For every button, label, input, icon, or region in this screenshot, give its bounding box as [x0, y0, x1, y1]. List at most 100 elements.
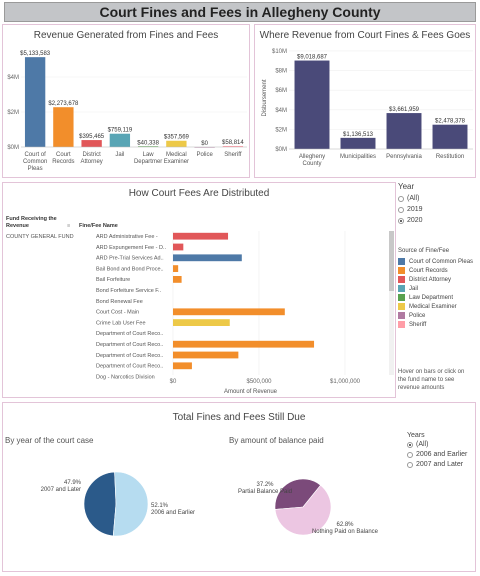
- legend-item[interactable]: District Attorney: [398, 276, 451, 283]
- legend-swatch: [398, 312, 405, 319]
- radio-dot-selected: [407, 441, 413, 448]
- value-label: $58,814: [222, 140, 244, 146]
- revenue-generated-title: Revenue Generated from Fines and Fees: [33, 30, 219, 41]
- category-label: Pennsylvania: [386, 154, 422, 160]
- legend-label: Court Records: [409, 267, 448, 274]
- bar-3: [109, 133, 131, 147]
- year-option-2019[interactable]: 2019: [398, 206, 423, 213]
- revenue-destination-chart[interactable]: $0M $2M $4M $6M $8M $10M Disbursement $9,018,68…: [255, 25, 475, 177]
- bar-1: [53, 107, 74, 147]
- value-label: $1,136,513: [343, 132, 374, 138]
- years-option-2007-later[interactable]: 2007 and Later: [407, 461, 463, 468]
- bar-2: [386, 113, 422, 149]
- value-label: $357,569: [164, 135, 190, 141]
- year-option-2020[interactable]: 2020: [398, 217, 423, 224]
- radio-dot: [398, 206, 404, 213]
- value-label: $40,338: [137, 140, 159, 146]
- category-label: County: [302, 161, 321, 167]
- hover-note: Hover on bars or click on the fund name …: [398, 369, 465, 391]
- fee-bar-12: [173, 362, 192, 370]
- category-label: Allegheny: [299, 154, 325, 160]
- fee-bar-11: [173, 351, 239, 359]
- category-label: Departmer: [134, 159, 162, 165]
- fees-distributed-panel: How Court Fees Are Distributed Fund Rece…: [2, 182, 396, 398]
- pie-slice-0: [83, 471, 117, 537]
- fee-bar-3: [173, 265, 179, 272]
- fee-bar-7: [173, 308, 285, 316]
- category-label: Common: [23, 159, 47, 165]
- legend-item[interactable]: Court of Common Pleas: [398, 258, 473, 265]
- category-label: Records: [52, 159, 74, 165]
- legend-item[interactable]: Jail: [398, 285, 418, 292]
- category-label: Medical: [166, 152, 187, 158]
- y-tick-label: $8M: [275, 69, 287, 75]
- radio-dot: [407, 461, 413, 468]
- category-label: Attorney: [80, 159, 102, 165]
- dashboard-title-bar: Court Fines and Fees in Allegheny County: [4, 2, 476, 22]
- years-option-2006-earlier[interactable]: 2006 and Earlier: [407, 451, 467, 458]
- year-option-all[interactable]: (All): [398, 195, 419, 202]
- y-tick-label: $6M: [275, 88, 287, 94]
- bar-6: [194, 147, 215, 148]
- slice-percent: 62.8%: [336, 522, 354, 528]
- scrollbar-thumb: [389, 231, 394, 291]
- bar-0: [24, 57, 46, 148]
- y-tick-label: $2M: [7, 110, 19, 116]
- slice-percent: 52.1%: [151, 503, 169, 509]
- legend-label: Court of Common Pleas: [409, 258, 474, 265]
- legend-swatch: [398, 267, 405, 274]
- value-label: $2,273,678: [48, 101, 79, 107]
- legend-swatch: [398, 294, 405, 301]
- years-option-all[interactable]: (All): [407, 441, 428, 448]
- due-by-year-title: By year of the court case: [5, 436, 94, 445]
- value-label: $759,119: [108, 128, 133, 134]
- still-due-charts[interactable]: 47.9%2007 and Later 52.1%2006 and Earlier…: [3, 403, 403, 571]
- legend-label: Jail: [409, 285, 419, 292]
- value-label: $5,133,583: [20, 51, 51, 57]
- fee-bar-0: [173, 232, 229, 240]
- bar-2: [81, 140, 102, 147]
- category-label: Court of: [24, 152, 46, 158]
- fee-name: Bond Renewal Fee: [96, 299, 143, 305]
- slice-name: 2007 and Later: [41, 487, 81, 493]
- legend-label: Police: [409, 312, 426, 319]
- category-label: Law: [143, 152, 155, 158]
- category-label: Examiner: [164, 159, 189, 165]
- x-tick-label: $1,000,000: [330, 379, 361, 385]
- fee-name: Crime Lab User Fee: [96, 320, 146, 326]
- revenue-destination-panel: Where Revenue from Court Fines & Fees Go…: [254, 24, 476, 178]
- bar-5: [166, 140, 187, 147]
- legend-item[interactable]: Law Department: [398, 294, 453, 301]
- year-option-label: 2020: [407, 217, 423, 224]
- category-label: Jail: [115, 152, 124, 158]
- bar-7: [222, 145, 244, 147]
- legend-label: Medical Examiner: [409, 303, 457, 310]
- fee-name: ARD Pre-Trial Services Ad..: [96, 256, 164, 262]
- legend-item[interactable]: Court Records: [398, 267, 448, 274]
- legend-item[interactable]: Police: [398, 312, 425, 319]
- revenue-destination-title: Where Revenue from Court Fines & Fees Go…: [259, 30, 471, 41]
- fee-name: Bond Forfeiture Service F..: [96, 288, 162, 294]
- legend-item[interactable]: Medical Examiner: [398, 303, 457, 310]
- slice-name: Nothing Paid on Balance: [312, 529, 379, 535]
- category-label: Municipalities: [340, 154, 376, 160]
- year-option-label: (All): [407, 195, 420, 202]
- source-legend-title: Source of Fine/Fee: [398, 248, 450, 254]
- fee-name: ARD Administrative Fee -: [96, 234, 158, 240]
- slice-name: 2006 and Earlier: [151, 510, 195, 516]
- year-filter-label: Year: [398, 182, 415, 191]
- value-label: $395,465: [79, 134, 105, 140]
- col-header: Fine/Fee Name: [79, 223, 118, 229]
- fee-bar-8: [173, 319, 230, 326]
- radio-dot-selected: [398, 217, 404, 224]
- y-tick-label: $0M: [7, 145, 19, 151]
- fee-bar-1: [173, 243, 184, 251]
- y-tick-label: $4M: [7, 75, 19, 81]
- value-label: $3,661,959: [389, 107, 420, 113]
- fee-name: Department of Court Reco..: [96, 342, 164, 348]
- category-label: Court: [56, 152, 71, 158]
- bar-1: [340, 137, 376, 149]
- legend-item[interactable]: Sheriff: [398, 321, 426, 328]
